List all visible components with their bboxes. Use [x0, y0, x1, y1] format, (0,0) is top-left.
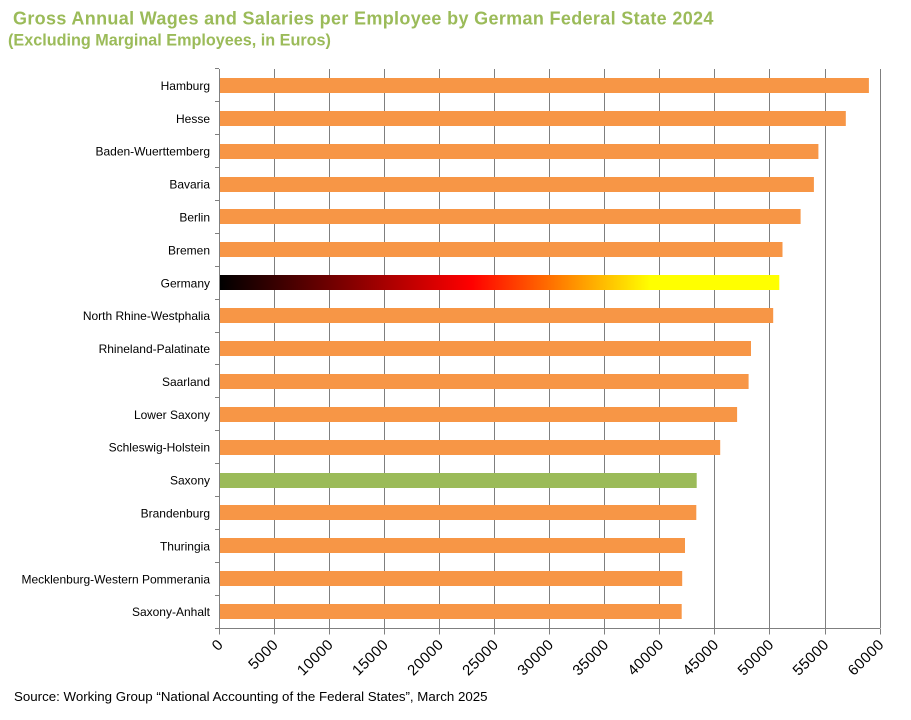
svg-text:Gross Annual Wages and Salarie: Gross Annual Wages and Salaries per Empl… — [13, 8, 714, 28]
svg-text:Hesse: Hesse — [176, 112, 210, 126]
svg-text:Bavaria: Bavaria — [169, 178, 210, 192]
svg-text:Germany: Germany — [161, 276, 210, 290]
svg-text:North Rhine-Westphalia: North Rhine-Westphalia — [83, 309, 210, 323]
svg-text:(Excluding Marginal Employees,: (Excluding Marginal Employees, in Euros) — [8, 31, 331, 49]
svg-text:Saarland: Saarland — [162, 375, 210, 389]
svg-text:Source: Working Group “Nationa: Source: Working Group “National Accounti… — [14, 689, 488, 704]
svg-text:Hamburg: Hamburg — [161, 79, 210, 93]
svg-text:Baden-Wuerttemberg: Baden-Wuerttemberg — [95, 145, 210, 159]
svg-text:Bremen: Bremen — [168, 243, 210, 257]
svg-text:Thuringia: Thuringia — [160, 539, 210, 553]
svg-text:Saxony-Anhalt: Saxony-Anhalt — [132, 605, 211, 619]
svg-text:Saxony: Saxony — [170, 474, 210, 488]
svg-text:Schleswig-Holstein: Schleswig-Holstein — [109, 441, 210, 455]
svg-text:Berlin: Berlin — [179, 211, 210, 225]
svg-text:Brandenburg: Brandenburg — [141, 507, 210, 521]
svg-text:Rhineland-Palatinate: Rhineland-Palatinate — [99, 342, 211, 356]
svg-text:Lower Saxony: Lower Saxony — [134, 408, 210, 422]
svg-text:Mecklenburg-Western Pommerania: Mecklenburg-Western Pommerania — [21, 572, 210, 586]
